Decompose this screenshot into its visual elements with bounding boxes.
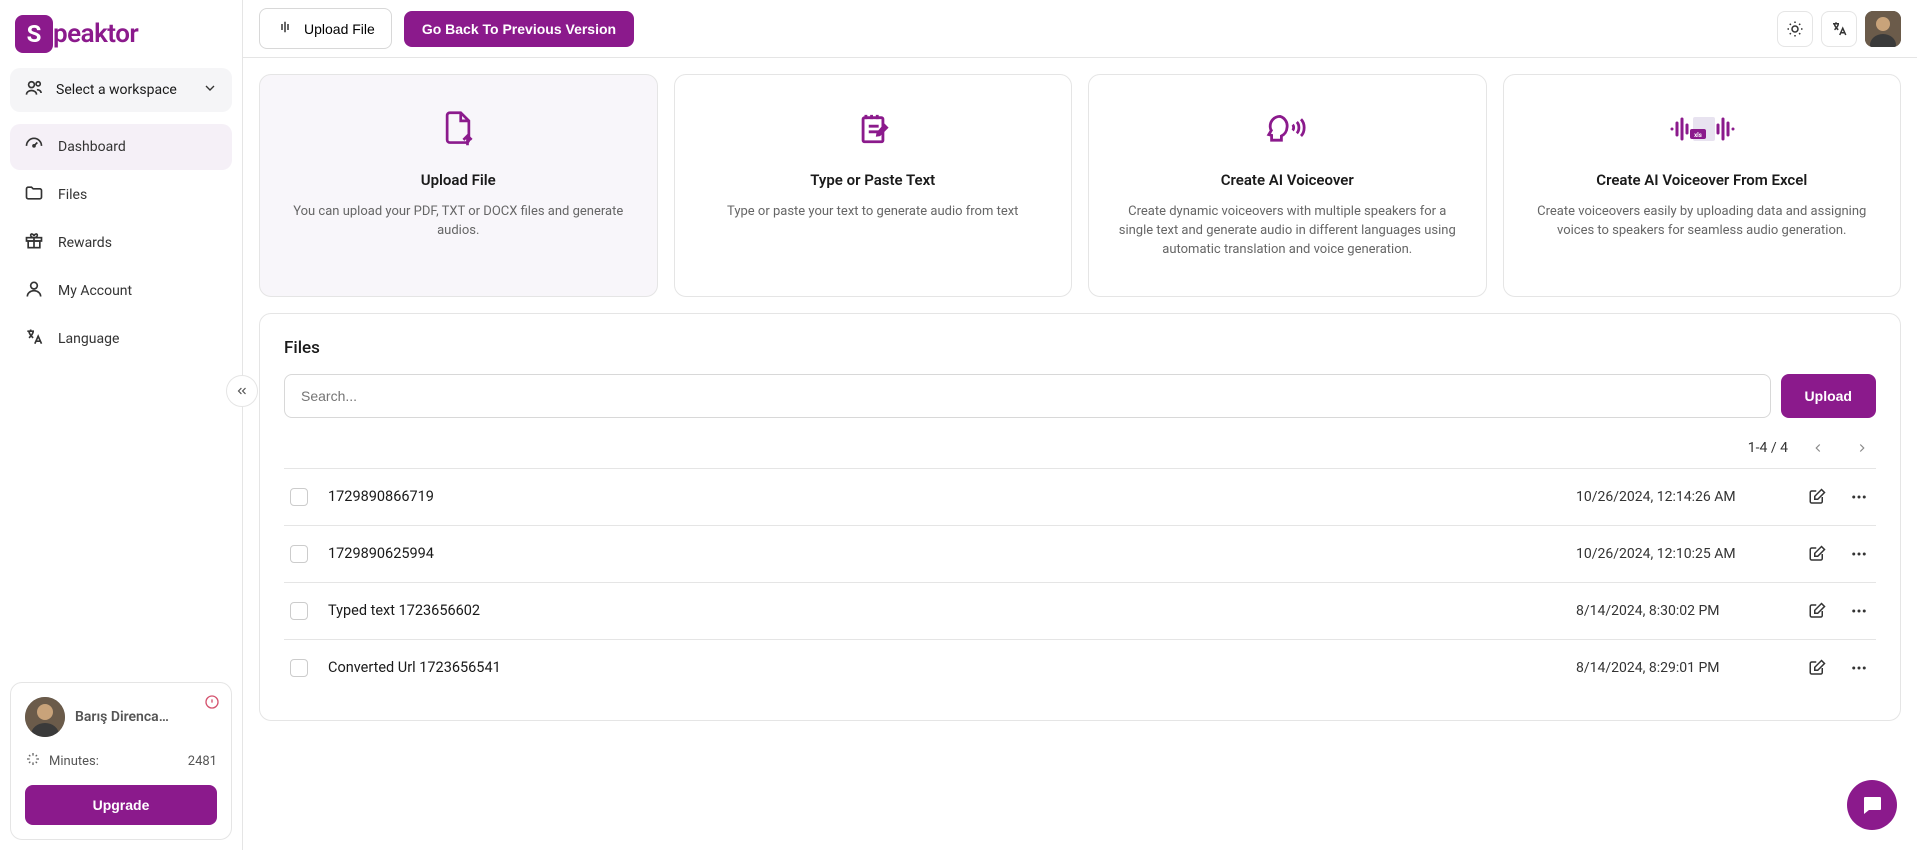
- excel-waveform-icon: xls: [1528, 111, 1877, 147]
- card-voiceover[interactable]: Create AI Voiceover Create dynamic voice…: [1088, 74, 1487, 297]
- nav-dashboard[interactable]: Dashboard: [10, 124, 232, 170]
- files-upload-button[interactable]: Upload: [1781, 374, 1876, 418]
- translate-icon: [24, 327, 44, 351]
- logo-text: peaktor: [53, 19, 138, 49]
- profile-avatar[interactable]: [1865, 11, 1901, 47]
- sidebar-nav: Dashboard Files Rewards: [10, 124, 232, 362]
- files-heading: Files: [284, 338, 1876, 358]
- workspace-selector[interactable]: Select a workspace: [10, 68, 232, 112]
- minutes-value: 2481: [188, 754, 217, 769]
- card-desc: Create voiceovers easily by uploading da…: [1528, 203, 1877, 241]
- head-voice-icon: [1113, 111, 1462, 147]
- sidebar: S peaktor Select a workspace: [0, 0, 243, 850]
- gift-icon: [24, 231, 44, 255]
- minutes-label: Minutes:: [49, 754, 99, 769]
- file-checkbox[interactable]: [290, 659, 308, 677]
- card-desc: You can upload your PDF, TXT or DOCX fil…: [284, 203, 633, 241]
- users-icon: [24, 78, 44, 102]
- file-row: Converted Url 1723656541 8/14/2024, 8:29…: [284, 639, 1876, 696]
- file-row: Typed text 1723656602 8/14/2024, 8:30:02…: [284, 582, 1876, 639]
- folder-icon: [24, 183, 44, 207]
- file-rows: 1729890866719 10/26/2024, 12:14:26 AM 17…: [284, 468, 1876, 696]
- gauge-icon: [24, 135, 44, 159]
- nav-label: Files: [58, 187, 87, 203]
- upgrade-button[interactable]: Upgrade: [25, 785, 217, 825]
- notepad-icon: [699, 111, 1048, 147]
- page-prev-button[interactable]: [1804, 434, 1832, 462]
- file-checkbox[interactable]: [290, 545, 308, 563]
- logo-badge: S: [15, 15, 53, 53]
- nav-label: Language: [58, 331, 119, 347]
- chat-bubble-button[interactable]: [1847, 780, 1897, 830]
- file-date: 8/14/2024, 8:30:02 PM: [1576, 603, 1786, 619]
- edit-file-button[interactable]: [1806, 486, 1828, 508]
- waveform-icon: [276, 18, 294, 39]
- nav-label: Rewards: [58, 235, 112, 251]
- nav-label: Dashboard: [58, 139, 126, 155]
- upload-file-label: Upload File: [304, 21, 375, 37]
- nav-label: My Account: [58, 283, 132, 299]
- file-name: Converted Url 1723656541: [328, 659, 1556, 676]
- files-search-input[interactable]: [284, 374, 1771, 418]
- main-content: Upload File Go Back To Previous Version: [243, 0, 1917, 850]
- nav-my-account[interactable]: My Account: [10, 268, 232, 314]
- topbar: Upload File Go Back To Previous Version: [243, 0, 1917, 58]
- user-icon: [24, 279, 44, 303]
- file-upload-icon: [284, 111, 633, 147]
- card-title: Type or Paste Text: [699, 171, 1048, 189]
- file-more-button[interactable]: [1848, 657, 1870, 679]
- info-icon[interactable]: [203, 693, 221, 711]
- pagination-text: 1-4 / 4: [1748, 440, 1788, 456]
- file-row: 1729890625994 10/26/2024, 12:10:25 AM: [284, 525, 1876, 582]
- nav-language[interactable]: Language: [10, 316, 232, 362]
- edit-file-button[interactable]: [1806, 657, 1828, 679]
- edit-file-button[interactable]: [1806, 600, 1828, 622]
- svg-text:xls: xls: [1694, 132, 1702, 139]
- file-more-button[interactable]: [1848, 486, 1870, 508]
- language-button[interactable]: [1821, 11, 1857, 47]
- file-row: 1729890866719 10/26/2024, 12:14:26 AM: [284, 468, 1876, 525]
- file-date: 10/26/2024, 12:14:26 AM: [1576, 489, 1786, 505]
- card-title: Upload File: [284, 171, 633, 189]
- file-date: 10/26/2024, 12:10:25 AM: [1576, 546, 1786, 562]
- pagination: 1-4 / 4: [284, 434, 1876, 462]
- file-name: 1729890866719: [328, 488, 1556, 505]
- nav-rewards[interactable]: Rewards: [10, 220, 232, 266]
- card-desc: Create dynamic voiceovers with multiple …: [1113, 203, 1462, 260]
- file-more-button[interactable]: [1848, 600, 1870, 622]
- card-upload-file[interactable]: Upload File You can upload your PDF, TXT…: [259, 74, 658, 297]
- card-type-paste[interactable]: Type or Paste Text Type or paste your te…: [674, 74, 1073, 297]
- file-date: 8/14/2024, 8:29:01 PM: [1576, 660, 1786, 676]
- file-checkbox[interactable]: [290, 602, 308, 620]
- theme-toggle-button[interactable]: [1777, 11, 1813, 47]
- file-more-button[interactable]: [1848, 543, 1870, 565]
- file-name: Typed text 1723656602: [328, 602, 1556, 619]
- sidebar-collapse-button[interactable]: [226, 375, 258, 407]
- nav-files[interactable]: Files: [10, 172, 232, 218]
- workspace-label: Select a workspace: [56, 82, 177, 98]
- page-next-button[interactable]: [1848, 434, 1876, 462]
- card-voiceover-excel[interactable]: xls Create AI Voiceover From Excel Creat…: [1503, 74, 1902, 297]
- file-checkbox[interactable]: [290, 488, 308, 506]
- user-footer-card: Barış Direncan ... Minutes: 2481 Upgrade: [10, 682, 232, 840]
- sparkle-icon: [25, 751, 41, 771]
- user-avatar: [25, 697, 65, 737]
- card-title: Create AI Voiceover: [1113, 171, 1462, 189]
- chevron-down-icon: [202, 80, 218, 100]
- user-name: Barış Direncan ...: [75, 709, 175, 725]
- card-desc: Type or paste your text to generate audi…: [699, 203, 1048, 222]
- edit-file-button[interactable]: [1806, 543, 1828, 565]
- files-panel: Files Upload 1-4 / 4 1729890866719 10/26…: [259, 313, 1901, 721]
- upload-file-button[interactable]: Upload File: [259, 8, 392, 49]
- action-cards: Upload File You can upload your PDF, TXT…: [259, 74, 1901, 297]
- card-title: Create AI Voiceover From Excel: [1528, 171, 1877, 189]
- file-name: 1729890625994: [328, 545, 1556, 562]
- brand-logo[interactable]: S peaktor: [10, 10, 232, 68]
- previous-version-button[interactable]: Go Back To Previous Version: [404, 11, 634, 47]
